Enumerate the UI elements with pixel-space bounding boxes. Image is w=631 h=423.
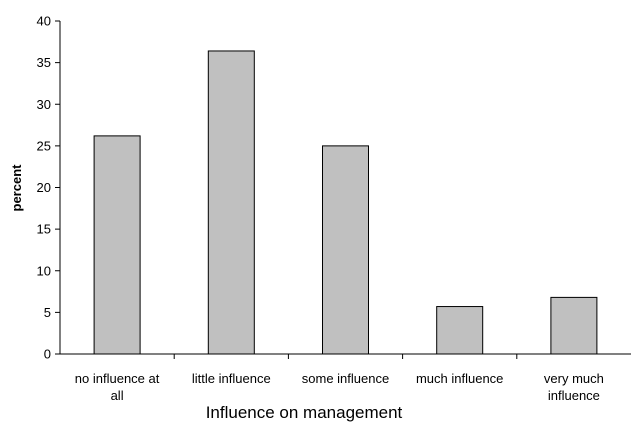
y-tick-label: 5 (44, 305, 51, 320)
y-tick-label: 40 (37, 14, 51, 29)
x-category-label: much influence (416, 371, 503, 386)
bar-4 (550, 296, 598, 355)
y-tick-label: 15 (37, 222, 51, 237)
y-ticks-group: 0 5 10 15 20 25 30 35 40 (37, 14, 60, 362)
x-category-label: some influence (302, 371, 389, 386)
bar-0 (93, 135, 141, 355)
y-tick-label: 30 (37, 97, 51, 112)
y-tick-label: 35 (37, 55, 51, 70)
y-tick-label: 10 (37, 263, 51, 278)
x-category-label: influence (548, 388, 600, 403)
y-axis-title: percent (9, 164, 24, 212)
x-category-label: very much (544, 371, 604, 386)
bar-1 (207, 50, 255, 355)
x-categories-group: no influence at all little influence some i… (75, 354, 604, 403)
y-tick-label: 0 (44, 347, 51, 362)
y-tick-label: 20 (37, 180, 51, 195)
x-category-label: little influence (192, 371, 271, 386)
bar-2 (322, 145, 369, 355)
x-category-label: all (111, 388, 124, 403)
y-tick-label: 25 (37, 138, 51, 153)
x-axis-title: Influence on management (206, 403, 403, 422)
bar-3 (436, 306, 484, 355)
x-category-label: no influence at (75, 371, 160, 386)
bars-group (93, 50, 598, 355)
